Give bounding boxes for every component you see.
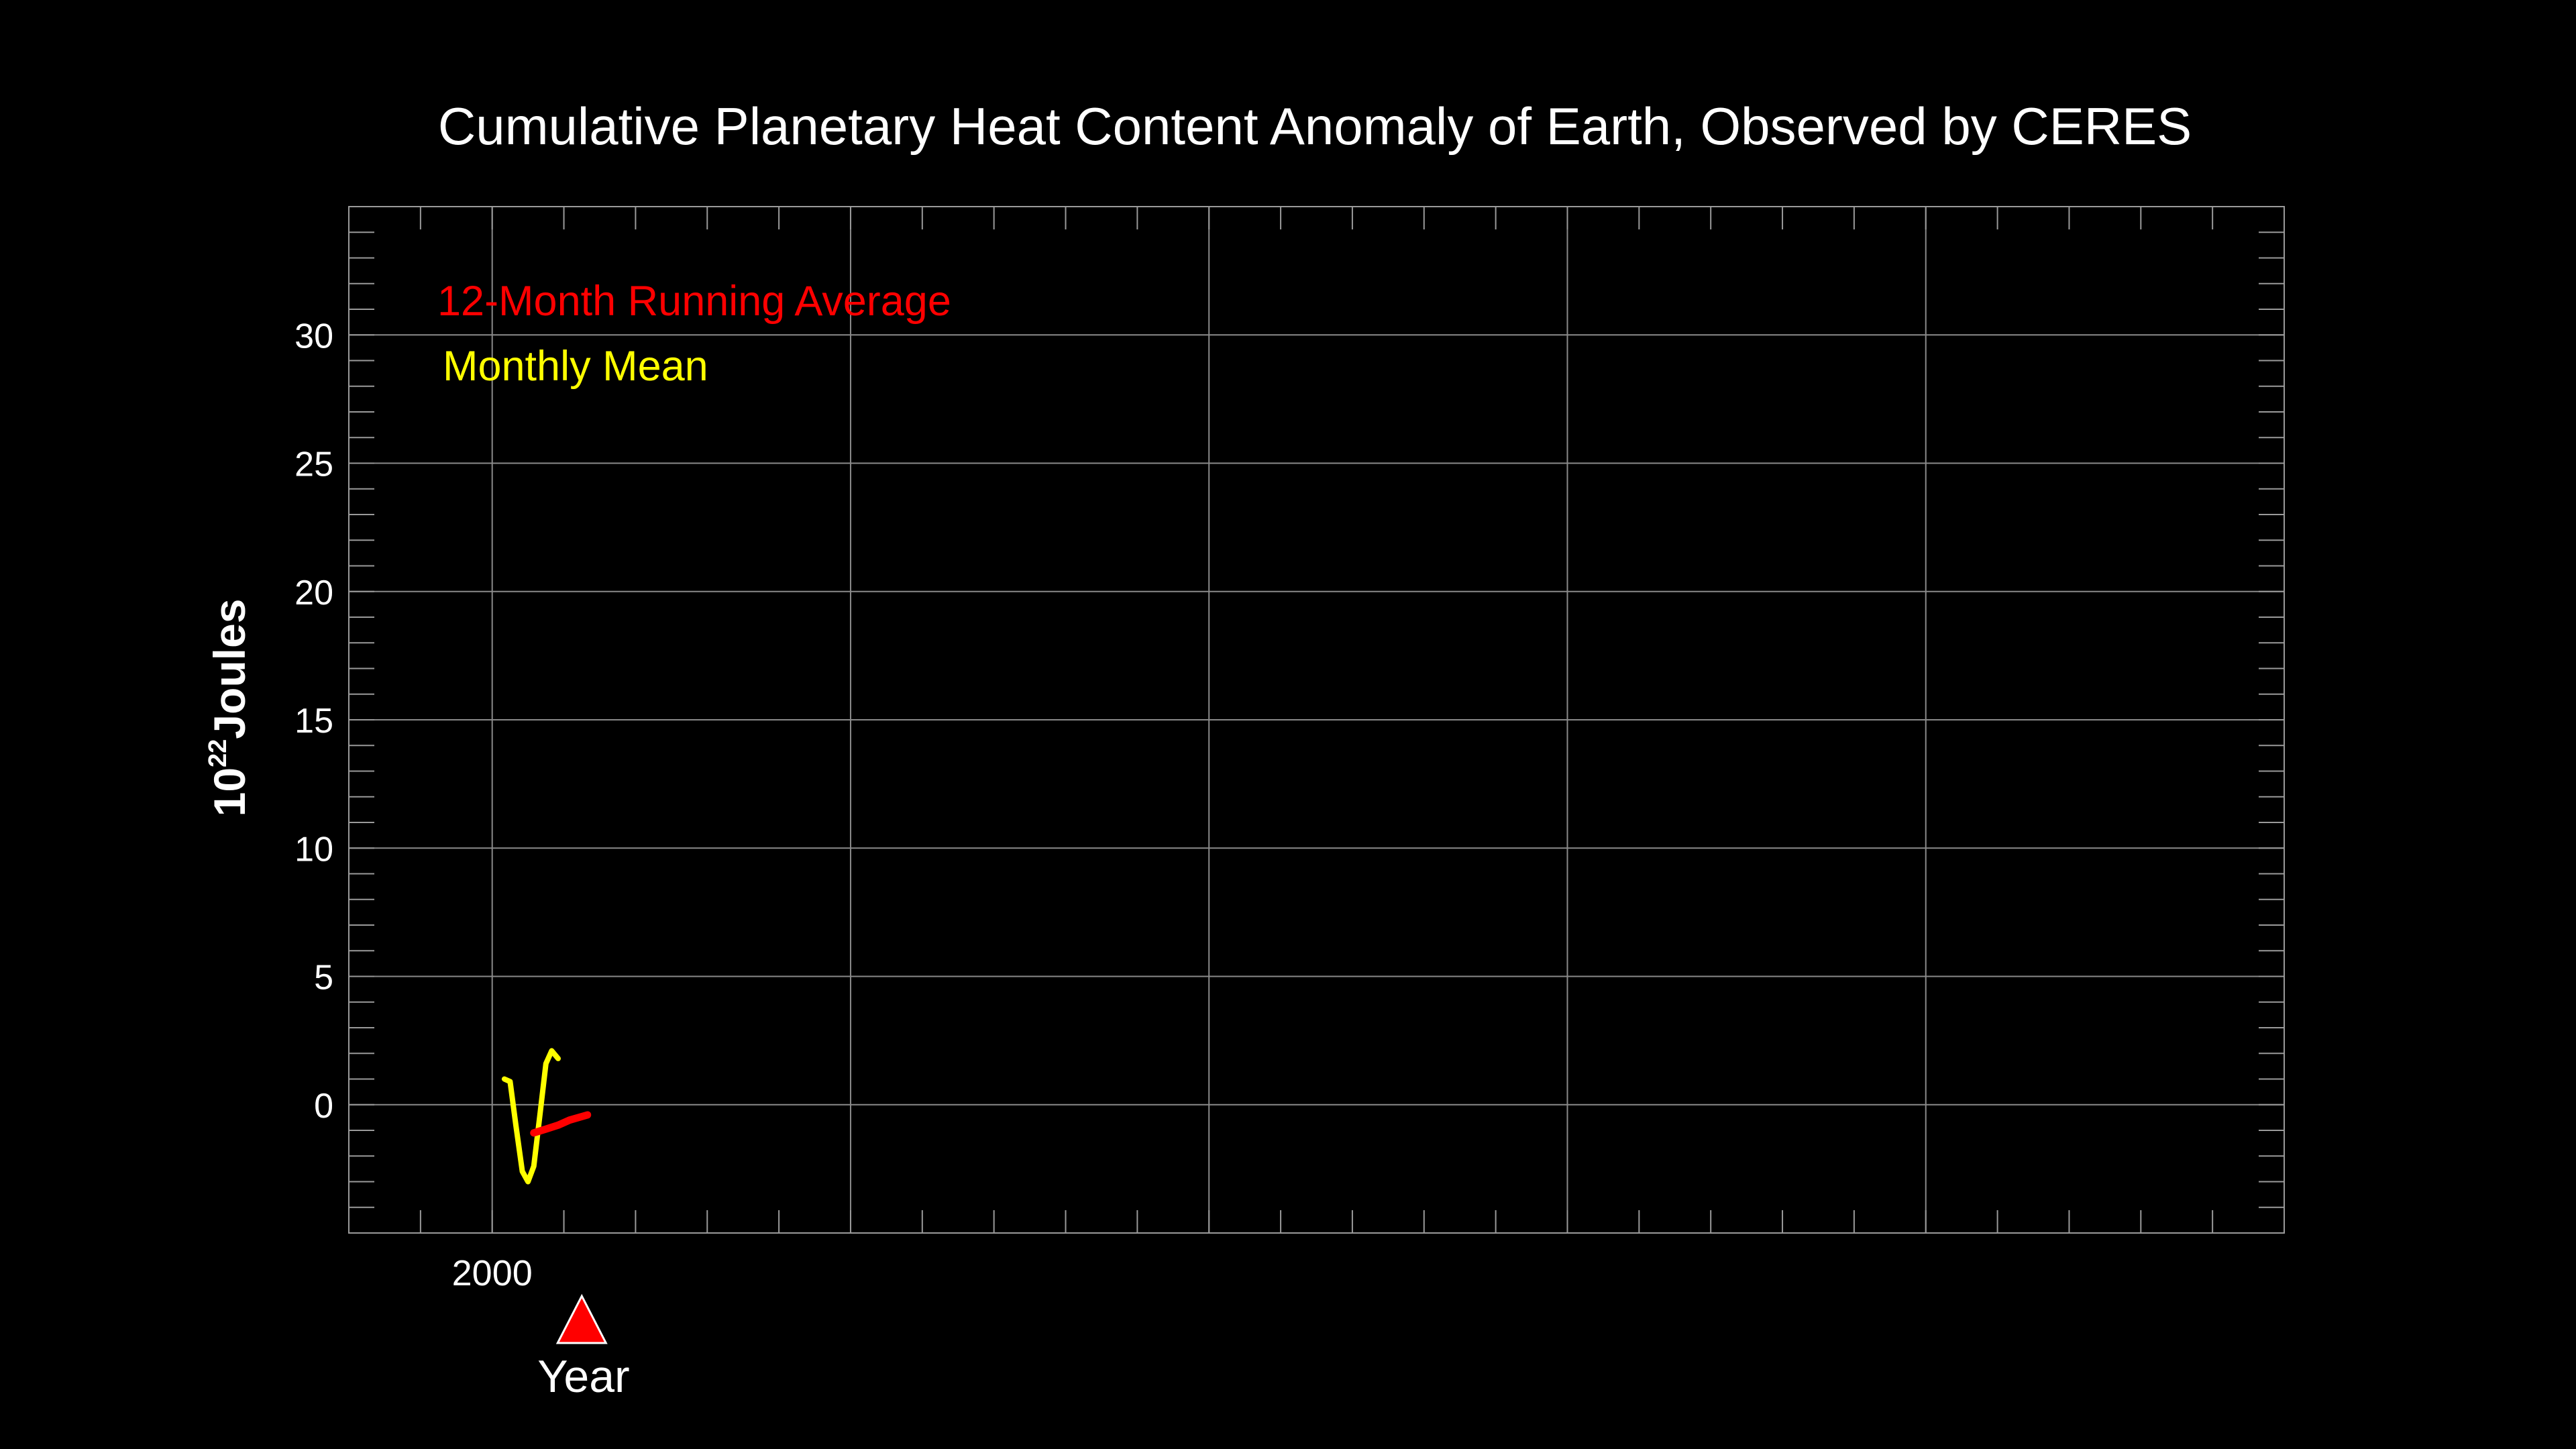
- series-lines: [501, 1048, 592, 1185]
- grid: [349, 207, 2284, 1233]
- chart-title: Cumulative Planetary Heat Content Anomal…: [438, 97, 2192, 156]
- y-tick-label: 5: [314, 959, 333, 998]
- x-tick-label: 2000: [452, 1253, 533, 1293]
- y-tick-label: 10: [294, 830, 333, 869]
- series-line-12-month-running-average: [530, 1111, 592, 1137]
- legend-entry-monthly-mean: Monthly Mean: [443, 343, 708, 390]
- y-tick-label: 20: [294, 574, 333, 612]
- y-tick-label: 0: [314, 1087, 333, 1126]
- y-axis-label: 1022Joules: [204, 599, 254, 817]
- y-axis-label-base: 10: [205, 767, 254, 816]
- legend-entry-running-average: 12-Month Running Average: [437, 278, 951, 325]
- y-tick-label: 30: [294, 317, 333, 356]
- y-axis-label-exponent: 22: [204, 739, 232, 767]
- x-axis-label: Year: [537, 1351, 629, 1402]
- plot-frame: [348, 206, 2285, 1234]
- y-axis-label-unit: Joules: [205, 599, 254, 739]
- axis-ticks: [349, 207, 2284, 1233]
- current-year-marker: [555, 1293, 608, 1344]
- y-tick-label: 15: [294, 702, 333, 741]
- x-tick-labels: 2000: [452, 1253, 533, 1293]
- y-tick-labels: 0 5 10 15 20 25 30: [294, 317, 333, 1126]
- series-line-monthly-mean: [501, 1048, 561, 1185]
- y-tick-label: 25: [294, 445, 333, 484]
